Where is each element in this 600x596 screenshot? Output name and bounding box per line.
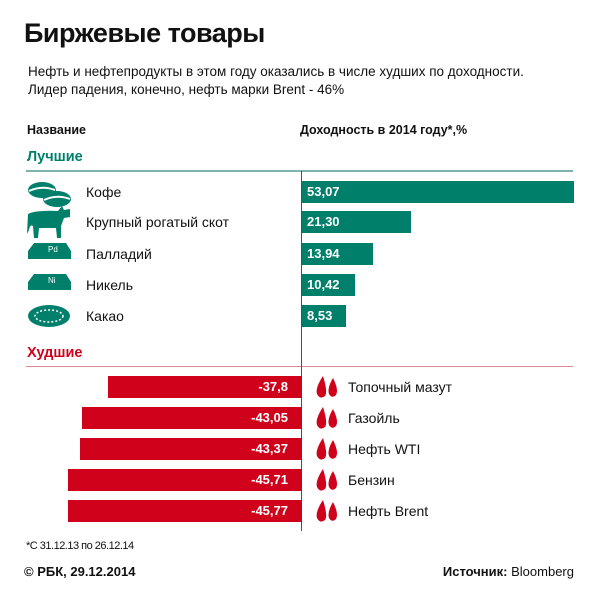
- zero-axis: [301, 171, 302, 531]
- subtitle-line-1: Нефть и нефтепродукты в этом году оказал…: [28, 64, 524, 79]
- bar-best: [302, 305, 346, 327]
- category-label: Топочный мазут: [348, 379, 453, 395]
- data-label: 21,30: [307, 214, 340, 229]
- data-label: 53,07: [307, 184, 340, 199]
- bar-worst: [67, 500, 302, 522]
- section-best-label: Лучшие: [27, 149, 83, 165]
- category-label: Нефть Brent: [348, 503, 429, 519]
- source: Источник: Bloomberg: [443, 564, 574, 579]
- bar-worst: [79, 438, 302, 460]
- data-label: -37,8: [258, 379, 288, 394]
- bar-worst: [108, 376, 302, 398]
- palladium-ingot-icon: Pd: [26, 241, 72, 268]
- category-label: Газойль: [348, 410, 400, 426]
- data-label: -43,37: [251, 441, 288, 456]
- svg-text:Ni: Ni: [48, 276, 56, 285]
- data-label: 10,42: [307, 277, 340, 292]
- category-label: Бензин: [348, 472, 395, 488]
- bar-best: [302, 243, 374, 265]
- section-worst-divider: [26, 366, 573, 367]
- oil-drops-icon: [314, 498, 342, 529]
- bar-worst: [81, 407, 302, 429]
- footnote: *С 31.12.13 по 26.12.14: [26, 540, 134, 552]
- data-label: -43,05: [251, 410, 288, 425]
- oil-drops-icon: [314, 467, 342, 498]
- bar-best: [302, 211, 412, 233]
- svg-text:Pd: Pd: [48, 245, 58, 254]
- oil-drops-icon: [314, 436, 342, 467]
- copyright: © РБК, 29.12.2014: [24, 564, 136, 579]
- nickel-ingot-icon: Ni: [26, 272, 72, 299]
- source-value: Bloomberg: [511, 564, 574, 579]
- subtitle-line-2: Лидер падения, конечно, нефть марки Bren…: [28, 82, 345, 97]
- data-label: -45,77: [251, 503, 288, 518]
- bar-worst: [67, 469, 302, 491]
- category-label: Какао: [86, 308, 124, 324]
- data-label: -45,71: [251, 472, 288, 487]
- cow-icon: [26, 204, 72, 245]
- bar-best: [302, 181, 574, 203]
- bar-best: [302, 274, 356, 296]
- data-label: 8,53: [307, 308, 333, 323]
- cocoa-pod-icon: [26, 303, 72, 334]
- category-label: Нефть WTI: [348, 441, 421, 457]
- category-label: Крупный рогатый скот: [86, 214, 230, 230]
- category-label: Кофе: [86, 184, 122, 200]
- column-header-value: Доходность в 2014 году*,%: [300, 123, 468, 137]
- section-worst-label: Худшие: [27, 345, 83, 361]
- section-best-divider: [26, 170, 573, 172]
- category-label: Никель: [86, 277, 133, 293]
- page-title: Биржевые товары: [24, 18, 265, 48]
- category-label: Палладий: [86, 246, 152, 262]
- data-label: 13,94: [307, 246, 340, 261]
- source-label: Источник:: [442, 564, 508, 579]
- column-header-name: Название: [27, 123, 87, 137]
- oil-drops-icon: [314, 374, 342, 405]
- coffee-beans-icon: [26, 179, 72, 214]
- oil-drops-icon: [314, 405, 342, 436]
